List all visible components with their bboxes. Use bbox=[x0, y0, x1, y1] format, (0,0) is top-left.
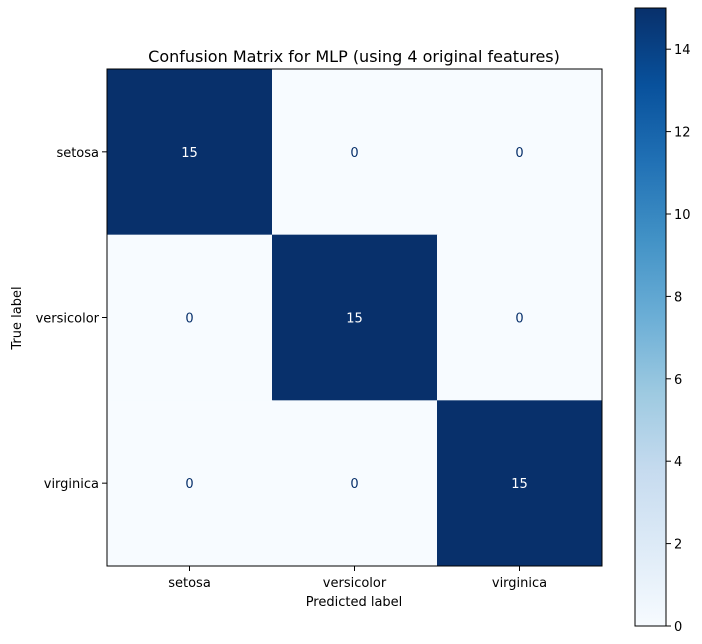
heatmap-cell bbox=[437, 69, 603, 236]
colorbar-tick-label: 8 bbox=[674, 290, 682, 305]
colorbar-ticks: 0 2 4 6 8 10 12 14 bbox=[666, 43, 691, 635]
x-tick-label: versicolor bbox=[323, 576, 387, 591]
y-tick-label: virginica bbox=[44, 477, 99, 492]
colorbar-tick-label: 4 bbox=[674, 455, 682, 470]
colorbar-tick-label: 10 bbox=[674, 208, 691, 223]
cell-value-label: 0 bbox=[350, 477, 358, 492]
heatmap-cell bbox=[437, 400, 603, 567]
y-tick-label: setosa bbox=[56, 146, 99, 161]
cell-value-label: 15 bbox=[511, 477, 528, 492]
chart-title: Confusion Matrix for MLP (using 4 origin… bbox=[148, 47, 560, 66]
x-axis-ticks: setosa versicolor virginica bbox=[168, 566, 547, 591]
cell-value-label: 15 bbox=[181, 146, 198, 161]
colorbar-tick-label: 14 bbox=[674, 43, 691, 58]
y-tick-label: versicolor bbox=[36, 312, 100, 327]
x-tick-label: virginica bbox=[492, 576, 547, 591]
colorbar-tick-label: 12 bbox=[674, 126, 691, 141]
cell-value-label: 15 bbox=[346, 312, 363, 327]
x-axis-label: Predicted label bbox=[306, 595, 403, 610]
heatmap-cell bbox=[272, 234, 438, 401]
cell-value-label: 0 bbox=[515, 312, 523, 327]
heatmap-cell bbox=[107, 69, 273, 236]
cell-value-label: 0 bbox=[185, 477, 193, 492]
cell-value-label: 0 bbox=[185, 312, 193, 327]
colorbar-frame bbox=[634, 7, 667, 627]
cell-value-label: 0 bbox=[350, 146, 358, 161]
x-tick-label: setosa bbox=[168, 576, 211, 591]
heatmap-cell bbox=[107, 400, 273, 567]
colorbar-tick-label: 6 bbox=[674, 373, 682, 388]
heatmap-cell bbox=[272, 69, 438, 236]
heatmap-cell bbox=[437, 234, 603, 401]
heatmap-cell bbox=[107, 234, 273, 401]
heatmap-cell bbox=[272, 400, 438, 567]
colorbar-tick-label: 2 bbox=[674, 538, 682, 553]
heatmap-cells: 15 0 0 0 15 0 0 0 15 bbox=[107, 69, 603, 567]
y-axis-label: True label bbox=[10, 286, 25, 350]
cell-value-label: 0 bbox=[515, 146, 523, 161]
colorbar bbox=[635, 8, 666, 626]
colorbar-tick-label: 0 bbox=[674, 620, 682, 635]
y-axis-ticks: setosa versicolor virginica bbox=[36, 146, 107, 492]
